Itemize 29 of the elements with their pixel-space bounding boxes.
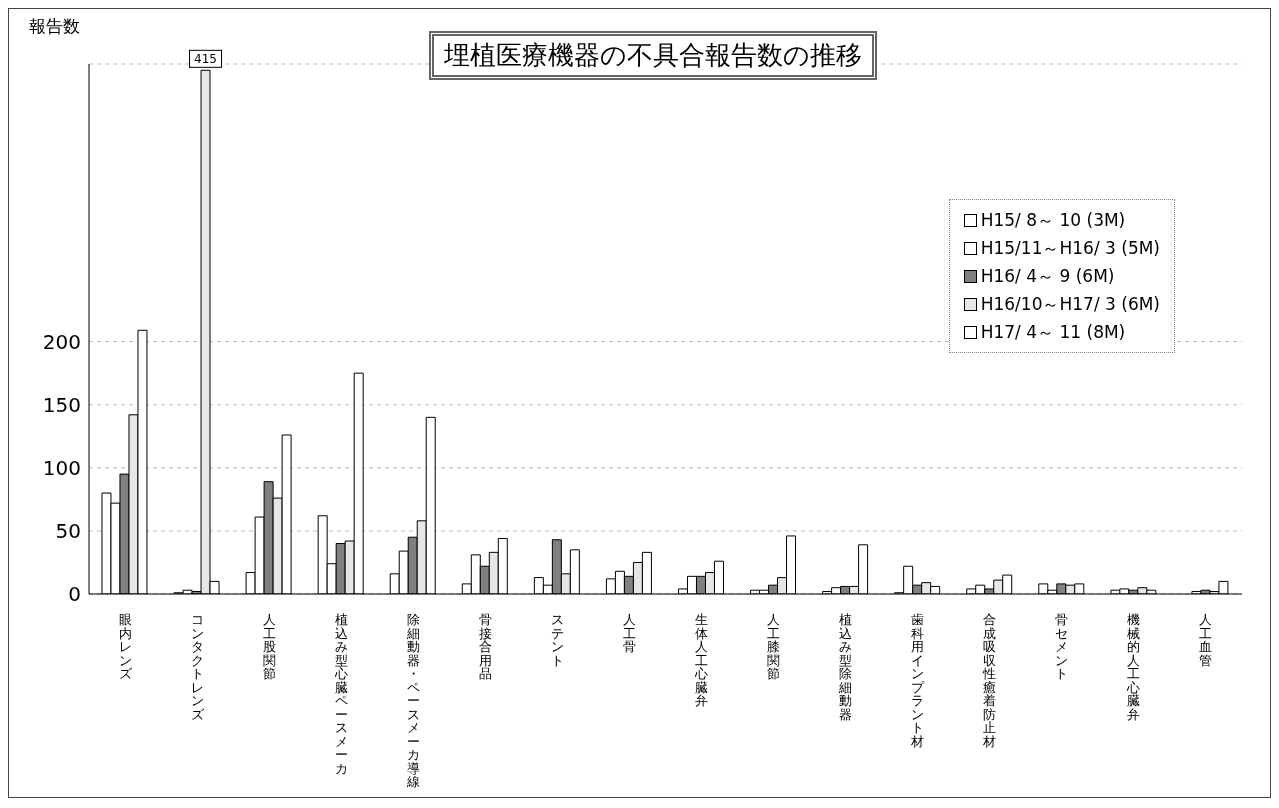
x-tick-label: 人工血管 — [1199, 612, 1213, 668]
legend-label: H15/11～H16/ 3 (5M) — [980, 237, 1160, 260]
x-tick-label: 眼内レンズ — [118, 612, 133, 681]
legend-label: H15/ 8～ 10 (3M) — [980, 209, 1126, 232]
y-tick-label: 150 — [42, 392, 81, 417]
legend-label: H16/10～H17/ 3 (6M) — [980, 293, 1160, 316]
x-tick-label: 人工骨 — [622, 612, 636, 654]
x-tick-label: 骨セメント — [1055, 612, 1069, 681]
y-tick-label: 100 — [42, 455, 81, 480]
x-tick-label: 骨接合用品 — [478, 612, 492, 681]
y-tick-label: 50 — [55, 519, 81, 543]
legend-label: H17/ 4～ 11 (8M) — [980, 321, 1126, 344]
x-tick-label: 機械的人工心臓弁 — [1126, 612, 1141, 722]
chart-title: 埋植医療機器の不具合報告数の推移 — [429, 31, 877, 80]
x-tick-label: 人工股関節 — [262, 612, 276, 681]
x-tick-label: ステント — [550, 612, 564, 668]
legend-label: H16/ 4～ 9 (6M) — [980, 265, 1115, 288]
x-tick-label: 人工膝関節 — [767, 612, 781, 681]
y-axis-title: 報告数 — [29, 15, 80, 38]
y-tick-label: 200 — [42, 329, 81, 354]
category-label: 合成吸収性癒着防止材 — [983, 612, 997, 749]
x-tick-label: 生体人工心臓弁 — [694, 612, 709, 708]
x-tick-label: 植込み型除細動器 — [838, 612, 853, 722]
category-label: 除細動器・ペースメーカ導線 — [406, 612, 420, 789]
data-label: 415 — [194, 52, 217, 67]
x-tick-label: コンタクトレンズ — [190, 612, 205, 722]
category-label: 歯科用インプラント材 — [911, 612, 925, 749]
category-label: 植込み型心臓ペースメーカ — [334, 612, 348, 776]
y-tick-label: 0 — [68, 582, 81, 607]
